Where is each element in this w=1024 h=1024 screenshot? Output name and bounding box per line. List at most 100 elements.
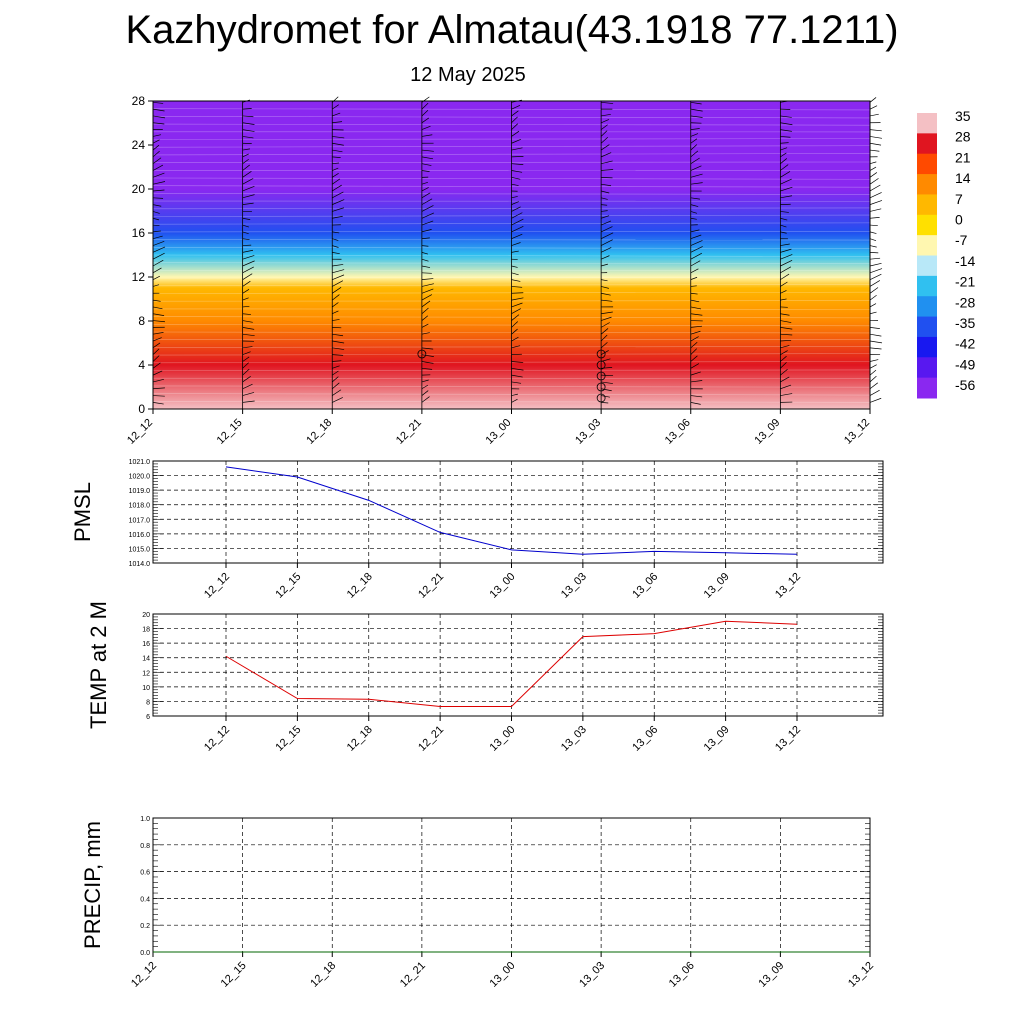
wind-barb — [601, 101, 614, 104]
y-tick-label: 0.8 — [140, 843, 150, 850]
wind-barb — [869, 333, 882, 337]
y-tick-label: 0.2 — [140, 923, 150, 930]
wind-barb — [152, 246, 166, 253]
wind-barb — [600, 124, 608, 130]
wind-barb — [780, 248, 792, 253]
wind-barb — [332, 286, 342, 294]
x-tick-label: 13_09 — [702, 724, 732, 754]
wind-barb — [690, 348, 698, 355]
y-tick-label: 20 — [142, 612, 150, 619]
y-tick-label: 1014.0 — [129, 561, 151, 568]
wind-barb — [152, 101, 164, 104]
wind-barb — [601, 190, 610, 194]
wind-barb — [152, 172, 165, 178]
page-title: Kazhydromet for Almatau(43.1918 77.1211) — [125, 8, 899, 52]
colorbar-label: 35 — [955, 108, 971, 124]
wind-barb — [511, 328, 518, 335]
colorbar-label: -35 — [955, 315, 975, 331]
wind-barb — [332, 389, 342, 396]
y-tick-label: 12 — [132, 270, 146, 284]
wind-barb — [780, 142, 789, 144]
x-tick-label: 13_06 — [630, 571, 660, 601]
wind-barb — [332, 178, 341, 185]
wind-barb — [332, 172, 339, 178]
wind-barb — [600, 255, 610, 260]
wind-barb — [780, 164, 789, 171]
wind-barb — [332, 365, 340, 369]
wind-barb — [152, 150, 160, 158]
wind-barb — [601, 113, 611, 117]
wind-barb — [242, 238, 250, 241]
wind-barb — [421, 332, 430, 335]
wind-barb — [869, 273, 882, 280]
colorbar-swatch — [917, 214, 937, 236]
wind-barb — [152, 320, 165, 323]
wind-barb — [511, 279, 521, 282]
wind-barb — [332, 376, 339, 383]
y-tick-label: 6 — [146, 714, 150, 721]
y-tick-label: 1021.0 — [129, 459, 151, 466]
wind-barb — [511, 314, 520, 321]
wind-barb — [152, 230, 161, 233]
wind-barb — [242, 108, 252, 110]
y-tick-label: 1016.0 — [129, 532, 151, 539]
wind-barb — [601, 311, 613, 315]
wind-barb — [242, 273, 253, 280]
wind-barb — [511, 265, 518, 268]
wind-barb — [690, 363, 700, 369]
x-tick-label: 12_12 — [202, 724, 232, 754]
wind-barb — [421, 384, 429, 390]
wind-barb — [242, 148, 251, 151]
y-tick-label: 0.6 — [140, 870, 150, 877]
x-tick-label: 13_00 — [488, 724, 518, 754]
wind-barb — [601, 286, 609, 289]
colorbar-swatch — [917, 133, 937, 155]
wind-barb — [421, 134, 433, 137]
wind-barb — [332, 121, 343, 124]
wind-barb — [511, 212, 523, 219]
wind-barb — [332, 112, 341, 117]
wind-barb — [511, 374, 523, 378]
wind-barb — [869, 105, 878, 110]
wind-barb — [690, 325, 703, 328]
y-tick-label: 14 — [142, 656, 150, 663]
wind-barb — [332, 310, 339, 315]
wind-barb — [600, 226, 613, 233]
wind-barb — [780, 224, 787, 228]
wind-barb — [780, 171, 791, 178]
wind-barb — [332, 167, 339, 171]
wind-barb — [242, 368, 250, 376]
wind-barb — [242, 158, 249, 164]
wind-barb — [421, 192, 431, 199]
wind-barb — [421, 156, 434, 160]
wind-barb — [869, 136, 882, 139]
wind-barb — [152, 122, 165, 125]
wind-barb — [242, 194, 255, 199]
y-axis-label: PMSL — [70, 482, 95, 542]
x-tick-label: 13_12 — [842, 417, 872, 447]
wind-barb — [869, 294, 877, 301]
y-tick-label: 0.4 — [140, 896, 150, 903]
wind-barb — [152, 275, 160, 280]
wind-barb — [511, 393, 518, 396]
y-tick-label: 12 — [142, 670, 150, 677]
wind-barb — [332, 294, 340, 301]
wind-barb — [242, 280, 251, 287]
wind-barb — [511, 225, 524, 233]
wind-barb — [152, 197, 164, 199]
wind-barb — [690, 138, 698, 144]
wind-barb — [690, 197, 701, 200]
wind-barb — [690, 234, 702, 240]
y-tick-label: 0.0 — [140, 950, 150, 957]
y-tick-label: 1019.0 — [129, 488, 151, 495]
wind-barb — [421, 367, 433, 370]
wind-barb — [600, 342, 608, 349]
wind-barb — [869, 231, 877, 234]
wind-barb — [600, 130, 608, 137]
x-tick-label: 13_06 — [663, 417, 693, 447]
wind-barb — [332, 149, 343, 153]
cross-section-panel: 0 4 8 12 16 20 24 28 12_12 12_15 12_18 12_21 13_00 13… — [125, 94, 883, 447]
wind-barb — [152, 108, 165, 112]
wind-barb — [780, 115, 792, 118]
wind-barb — [152, 139, 160, 144]
